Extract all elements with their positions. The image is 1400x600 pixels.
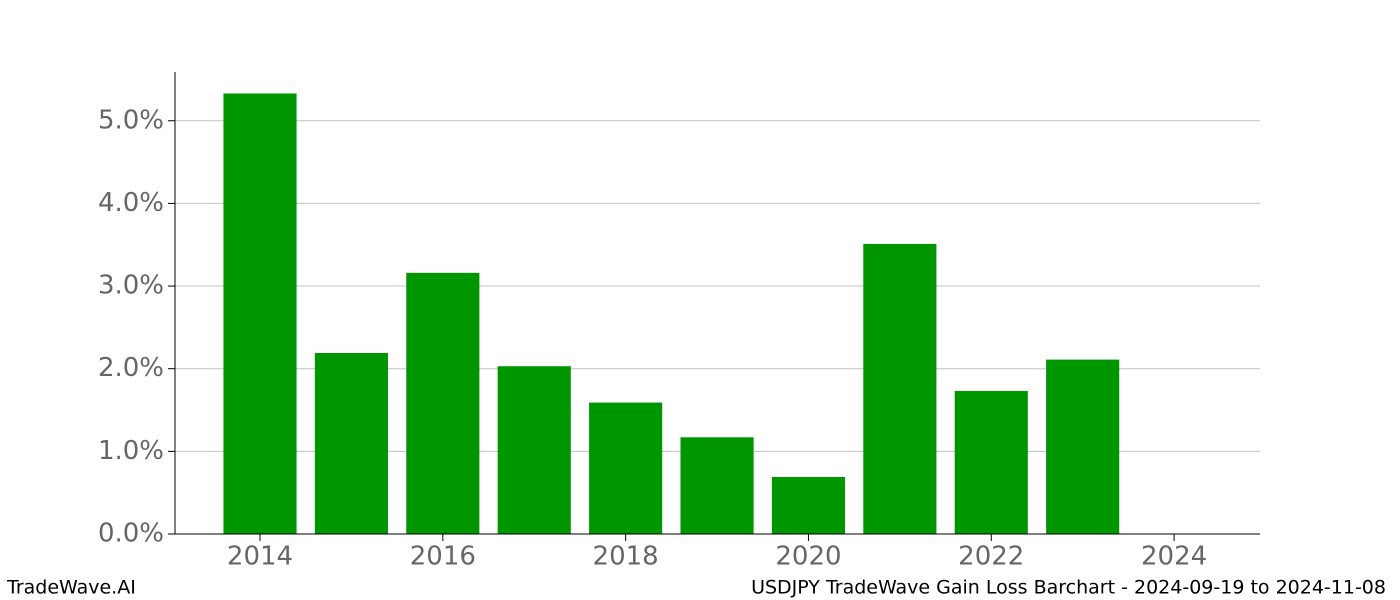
x-tick-label: 2014 [227,542,293,572]
y-tick-label: 1.0% [98,436,164,466]
x-tick-label: 2016 [410,542,476,572]
x-tick-label: 2022 [958,542,1024,572]
x-tick-label: 2018 [593,542,659,572]
bar [954,391,1028,534]
x-tick-label: 2024 [1141,542,1207,572]
bar [314,353,388,534]
bar [680,437,754,534]
bar [863,243,937,534]
bar [771,476,846,534]
x-tick-label: 2020 [775,542,841,572]
bar [223,93,297,534]
source-label: TradeWave.AI [6,577,136,599]
y-tick-label: 0.0% [98,519,164,549]
y-tick-label: 4.0% [98,188,164,218]
y-tick-label: 3.0% [98,271,164,301]
bar [406,272,480,534]
bar [1046,359,1120,534]
bar [589,402,663,534]
y-tick-label: 5.0% [98,105,164,135]
chart-title: USDJPY TradeWave Gain Loss Barchart - 20… [751,577,1386,599]
bar [497,366,571,534]
y-tick-label: 2.0% [98,353,164,383]
